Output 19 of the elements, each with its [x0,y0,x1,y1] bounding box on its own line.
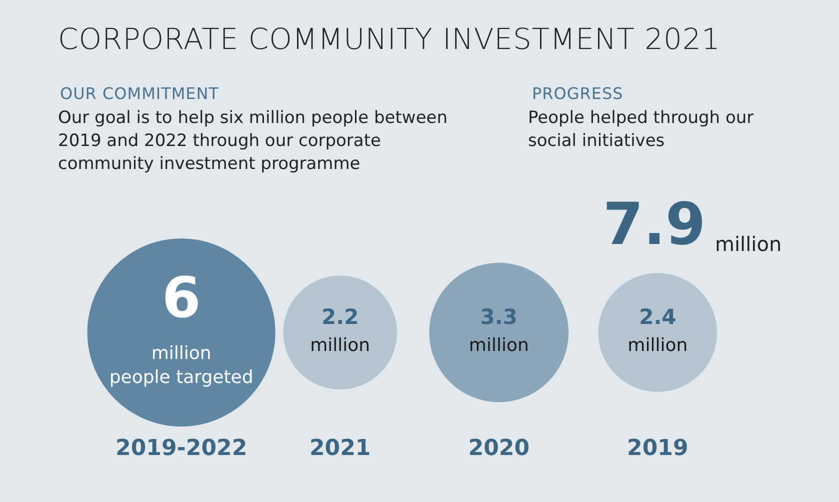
category-label: 2019 [627,436,688,461]
text: million [468,335,529,356]
text: million [310,335,370,356]
text: Our goal is to help six million people between 2019 and 2022 through our corporate community investment programme [58,107,449,176]
text: People helped through our social initiatives [528,107,755,153]
category-label: 2020 [468,436,530,461]
data-label: 3.3 [480,304,518,329]
text: million [715,232,783,256]
text: PROGRESS [532,84,624,103]
data-label: 6 [162,266,201,332]
data-label: 2.4 [639,304,676,329]
text: 7.9 [603,190,706,258]
category-label: 2021 [309,436,371,461]
text: million people targeted [109,343,254,388]
category-label: 2019-2022 [116,436,248,461]
data-label: 2.2 [322,304,359,329]
text: million [628,335,688,356]
text: CORPORATE COMMUNITY INVESTMENT 2021 [58,22,720,56]
text: OUR COMMITMENT [60,84,220,103]
